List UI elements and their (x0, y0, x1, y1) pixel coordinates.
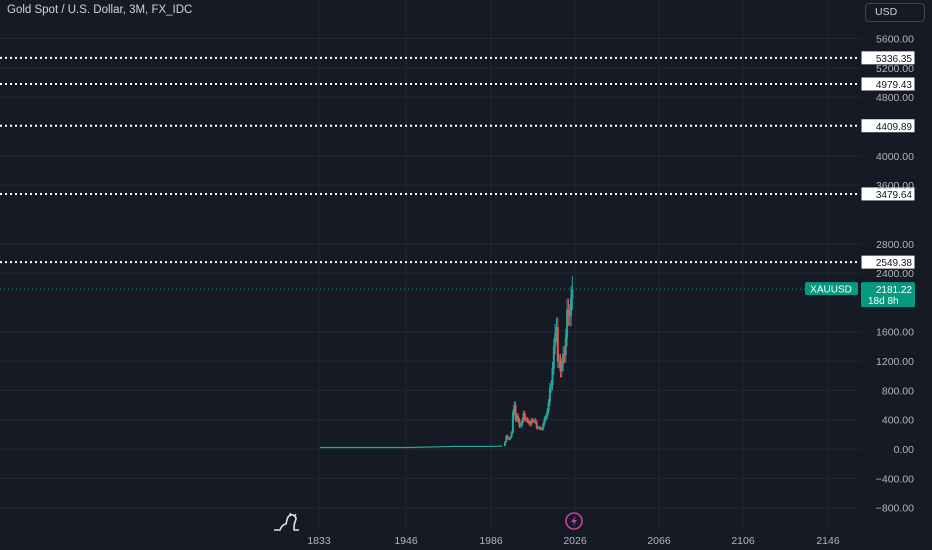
candle-body (568, 314, 571, 316)
y-tick-label: 1200.00 (876, 356, 914, 368)
y-tick-label: 400.00 (882, 415, 914, 427)
time-axis: 1833 1946 1986 2026 2066 2106 2146 (307, 535, 840, 547)
candle-body (537, 427, 540, 429)
candle-body (506, 435, 509, 439)
candle-body (555, 327, 558, 334)
candle-body (535, 421, 538, 428)
current-price-badge (861, 282, 915, 308)
candle-body (550, 385, 553, 388)
candle-body (547, 402, 550, 412)
level-label-bg (860, 50, 916, 66)
level-label: 3479.64 (876, 190, 913, 201)
tradingview-dino-icon[interactable] (274, 512, 299, 531)
candle-body (558, 361, 561, 363)
x-tick-label: 2106 (731, 535, 755, 547)
candle-body (514, 405, 517, 420)
candle-body (517, 416, 520, 421)
level-label-bg (860, 186, 916, 202)
x-tick-label: 2146 (816, 535, 840, 547)
y-tick-label: 5200.00 (876, 63, 914, 75)
level-label: 2549.38 (876, 258, 913, 269)
symbol-label: XAUUSD (810, 285, 852, 296)
candle-body (531, 420, 534, 422)
y-tick-label: 4000.00 (876, 151, 914, 163)
x-tick-label: 1986 (479, 535, 503, 547)
candle-body (566, 309, 569, 338)
candle-countdown: 18d 8h (868, 296, 899, 307)
x-tick-label: 2026 (563, 535, 587, 547)
candle-body (515, 416, 518, 420)
y-tick-label: 2800.00 (876, 239, 914, 251)
candle-body (570, 298, 573, 316)
x-tick-label: 1833 (307, 535, 331, 547)
y-tick-label: 3600.00 (876, 180, 914, 192)
current-price-value: 2181.22 (876, 285, 913, 296)
candle-body (526, 419, 529, 421)
x-tick-label: 1946 (394, 535, 418, 547)
candle-body (525, 418, 528, 420)
candle-body (505, 435, 508, 442)
y-tick-label: 1600.00 (876, 327, 914, 339)
y-tick-label: 4800.00 (876, 92, 914, 104)
y-tick-label: −800.00 (876, 503, 914, 515)
level-label-bg (860, 254, 916, 270)
candle-body (554, 333, 557, 347)
symbol-badge (805, 282, 858, 296)
price-axis: 5600.00 5200.00 4800.00 4000.00 3600.00 2800.… (876, 34, 914, 515)
chart-title: Gold Spot / U.S. Dollar, 3M, FX_IDC (7, 4, 193, 16)
price-series (320, 276, 574, 449)
candle-body (521, 420, 524, 425)
candle-body (539, 427, 542, 429)
candle-body (509, 436, 512, 440)
level-label: 4979.43 (876, 80, 913, 91)
candle-body (563, 353, 566, 356)
y-tick-label: 2400.00 (876, 268, 914, 280)
candle-body (529, 422, 532, 425)
candle-body (544, 416, 547, 419)
candle-body (567, 309, 570, 315)
candle-body (523, 413, 526, 419)
candle-body (522, 413, 525, 421)
candle-body (556, 327, 559, 362)
candle-body (533, 420, 536, 422)
history-line (320, 445, 503, 449)
candle-body (507, 438, 510, 440)
level-label: 4409.89 (876, 122, 913, 133)
candle-body (546, 411, 549, 417)
candle-body (534, 420, 537, 422)
currency-selector-button[interactable]: USD (865, 3, 925, 22)
candle-body (510, 432, 513, 437)
level-label-bg (860, 76, 916, 92)
candle-body (530, 420, 533, 425)
candle-body (571, 289, 574, 299)
lightning-event-icon[interactable] (565, 512, 583, 530)
candle-body (542, 423, 545, 429)
y-tick-label: 0.00 (894, 444, 915, 456)
level-label-bg (860, 118, 916, 134)
candle-body (552, 346, 555, 369)
y-tick-label: 5600.00 (876, 34, 914, 46)
candle-body (562, 353, 565, 365)
level-label: 5336.35 (876, 54, 913, 65)
level-lines: 5336.35 4979.43 4409.89 3479.64 2549.38 XAUUS… (0, 50, 916, 308)
candle-body (511, 412, 514, 433)
candle-body (548, 387, 551, 403)
x-tick-label: 2066 (647, 535, 671, 547)
candle-body (503, 441, 506, 446)
candle-body (543, 418, 546, 424)
y-tick-label: −400.00 (876, 473, 914, 485)
candle-body (551, 368, 554, 386)
candle-body (559, 361, 562, 372)
candle-body (527, 420, 530, 423)
candle-body (564, 337, 567, 356)
candle-body (560, 364, 563, 372)
candle-body (538, 427, 541, 429)
candle-body (513, 405, 516, 413)
y-tick-label: 800.00 (882, 385, 914, 397)
candle-body (519, 424, 522, 427)
candle-body (518, 420, 521, 427)
candle-body (540, 428, 543, 430)
chart-grid (0, 0, 860, 530)
